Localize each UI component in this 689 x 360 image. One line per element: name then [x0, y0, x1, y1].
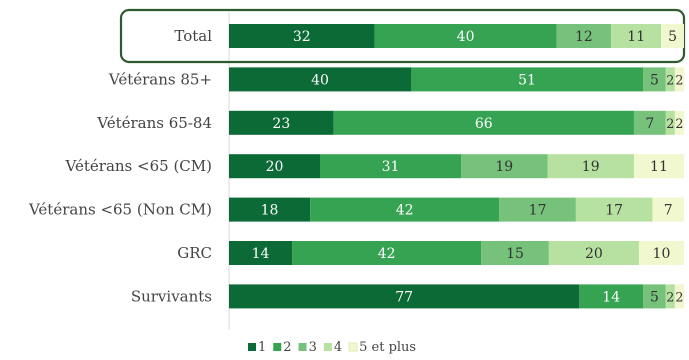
value-label-total-series-3: 12 — [575, 29, 593, 45]
category-label: Total — [174, 27, 212, 45]
bar-v-t-rans-65-non-cm-series-5-et-plus — [652, 197, 684, 222]
value-label-v-t-rans-85-series-2: 51 — [518, 72, 536, 88]
bar-grc-series-5-et-plus — [638, 241, 684, 265]
legend-swatch-3 — [298, 343, 307, 351]
bar-total-series-4 — [611, 24, 662, 48]
value-label-total-series-2: 40 — [457, 29, 475, 45]
value-label-v-t-rans-65-84-series-4: 2 — [666, 117, 674, 132]
bar-v-t-rans-65-non-cm-series-4 — [575, 197, 653, 222]
bar-v-t-rans-65-cm-series-4 — [547, 154, 634, 179]
legend-label-3: 3 — [309, 340, 317, 355]
legend-swatch-5-et-plus — [348, 342, 358, 352]
value-label-total-series-4: 11 — [627, 29, 645, 45]
value-label-v-t-rans-65-non-cm-series-1: 18 — [261, 203, 279, 219]
value-label-v-t-rans-65-84-series-2: 66 — [475, 116, 493, 132]
legend: 1 2 3 4 5 et plus — [248, 340, 416, 355]
value-label-grc-series-3: 15 — [506, 246, 524, 262]
value-label-v-t-rans-65-84-series-3: 7 — [645, 116, 654, 132]
bar-grc-series-4 — [548, 241, 639, 265]
value-label-total-series-5-et-plus: 5 — [668, 29, 677, 45]
value-label-survivants-series-1: 77 — [395, 289, 413, 305]
bar-v-t-rans-65-84-series-2 — [333, 110, 634, 135]
legend-swatch-4 — [323, 343, 332, 351]
category-label: Survivants — [131, 287, 212, 305]
value-label-v-t-rans-65-84-series-5-et-plus: 2 — [675, 117, 683, 132]
value-label-survivants-series-4: 2 — [666, 290, 674, 305]
bar-survivants-series-4 — [665, 284, 675, 309]
bar-v-t-rans-65-non-cm-series-2 — [310, 197, 500, 222]
bar-v-t-rans-85-series-5-et-plus — [674, 67, 684, 92]
category-label: GRC — [177, 244, 212, 262]
legend-label-2: 2 — [283, 340, 291, 355]
bar-v-t-rans-65-cm-series-1 — [229, 154, 320, 179]
value-label-v-t-rans-65-cm-series-4: 19 — [582, 159, 600, 175]
bar-grc-series-3 — [481, 241, 549, 265]
value-label-v-t-rans-65-non-cm-series-5-et-plus: 7 — [664, 203, 673, 219]
value-label-v-t-rans-65-cm-series-1: 20 — [266, 159, 284, 175]
legend-swatch-2 — [273, 343, 282, 351]
bar-v-t-rans-65-84-series-3 — [633, 110, 666, 135]
bar-total-series-1 — [229, 24, 375, 48]
bar-v-t-rans-65-84-series-1 — [229, 110, 334, 135]
value-label-v-t-rans-65-cm-series-3: 19 — [495, 159, 513, 175]
bar-total-series-2 — [374, 24, 557, 48]
value-label-grc-series-1: 14 — [252, 246, 270, 262]
value-label-v-t-rans-65-non-cm-series-3: 17 — [529, 203, 547, 219]
value-label-v-t-rans-65-cm-series-5-et-plus: 11 — [650, 159, 668, 175]
bar-v-t-rans-85-series-1 — [229, 67, 411, 92]
value-label-survivants-series-3: 5 — [650, 289, 659, 305]
bar-total-series-5-et-plus — [661, 24, 684, 48]
bar-v-t-rans-65-non-cm-series-1 — [229, 197, 311, 222]
category-label: Vétérans 65-84 — [96, 114, 212, 132]
legend-swatch-1 — [248, 343, 256, 351]
value-label-v-t-rans-85-series-3: 5 — [650, 72, 659, 88]
value-label-v-t-rans-85-series-5-et-plus: 2 — [675, 73, 683, 88]
legend-label-4: 4 — [334, 340, 342, 355]
value-label-grc-series-4: 20 — [585, 246, 603, 262]
value-label-total-series-1: 32 — [293, 29, 311, 45]
category-label: Vétérans <65 (Non CM) — [28, 201, 212, 219]
legend-label-1: 1 — [258, 340, 266, 355]
value-label-v-t-rans-65-cm-series-2: 31 — [382, 159, 400, 175]
value-label-v-t-rans-65-non-cm-series-4: 17 — [605, 203, 623, 219]
bar-survivants-series-1 — [229, 284, 580, 309]
bar-v-t-rans-65-cm-series-2 — [320, 154, 462, 179]
value-label-survivants-series-5-et-plus: 2 — [675, 290, 683, 305]
bar-survivants-series-2 — [579, 284, 644, 309]
category-label: Vétérans 85+ — [108, 70, 212, 88]
bar-survivants-series-3 — [643, 284, 666, 309]
bar-grc-series-1 — [229, 241, 293, 265]
bar-survivants-series-5-et-plus — [674, 284, 684, 309]
value-label-grc-series-5-et-plus: 10 — [653, 246, 671, 262]
bar-v-t-rans-85-series-3 — [643, 67, 666, 92]
bar-v-t-rans-85-series-2 — [411, 67, 644, 92]
bar-grc-series-2 — [292, 241, 482, 265]
bar-v-t-rans-65-cm-series-3 — [461, 154, 548, 179]
category-label: Vétérans <65 (CM) — [65, 157, 212, 175]
bar-total-series-3 — [556, 24, 612, 48]
bar-v-t-rans-65-84-series-4 — [665, 110, 675, 135]
value-label-v-t-rans-85-series-1: 40 — [311, 72, 329, 88]
bar-v-t-rans-65-cm-series-5-et-plus — [633, 154, 684, 179]
legend-label-5-et-plus: 5 et plus — [359, 340, 416, 355]
bar-v-t-rans-65-non-cm-series-3 — [499, 197, 576, 222]
value-label-survivants-series-2: 14 — [602, 289, 620, 305]
value-label-v-t-rans-65-non-cm-series-2: 42 — [396, 203, 414, 219]
value-label-grc-series-2: 42 — [378, 246, 396, 262]
bar-v-t-rans-85-series-4 — [665, 67, 675, 92]
value-label-v-t-rans-65-84-series-1: 23 — [272, 116, 290, 132]
bar-v-t-rans-65-84-series-5-et-plus — [674, 110, 684, 135]
value-label-v-t-rans-85-series-4: 2 — [666, 73, 674, 88]
